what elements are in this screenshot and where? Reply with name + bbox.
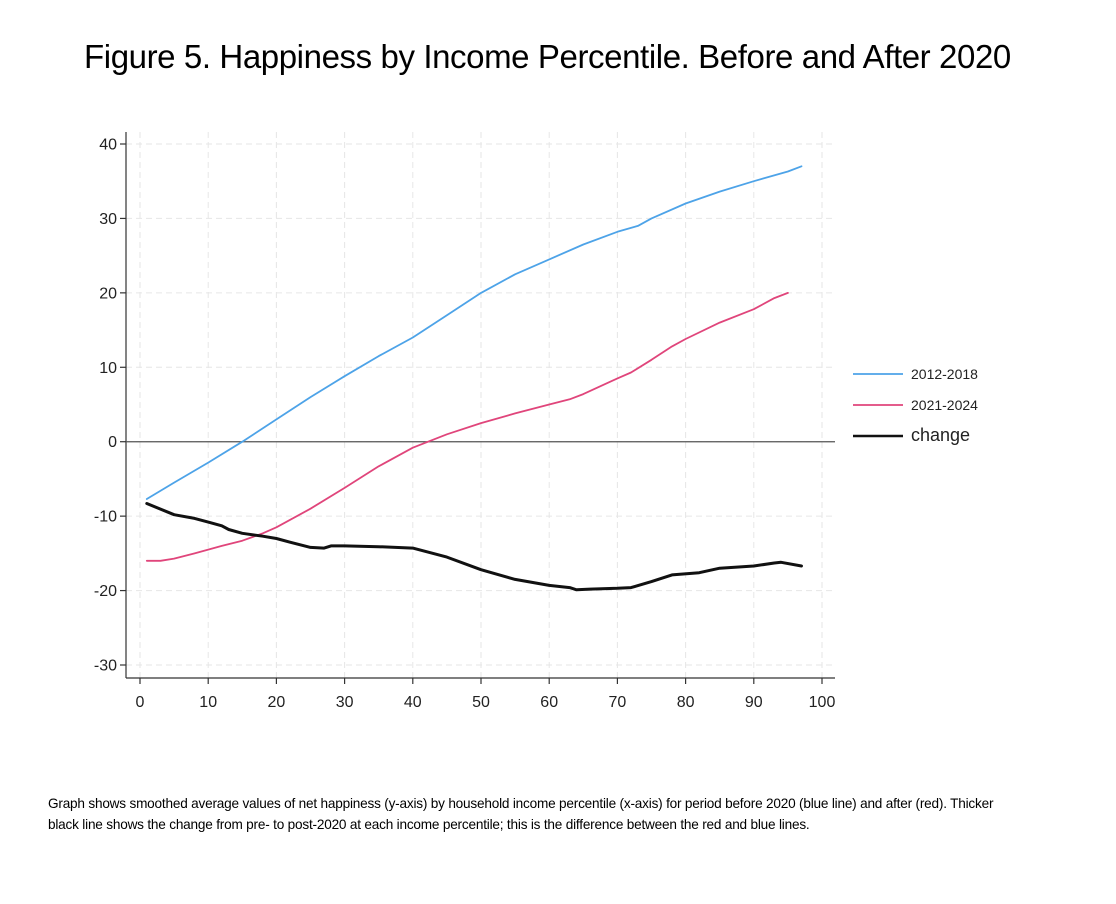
y-tick-label: 40 [99, 137, 117, 154]
series-line-change [145, 502, 803, 592]
x-tick-label: 10 [199, 694, 217, 711]
x-tick-label: 40 [404, 694, 422, 711]
y-tick-label: 10 [99, 360, 117, 377]
axes: -30 -20 -10 0 10 20 30 40 0 10 20 30 40 50 60 70 80 90 100 [94, 132, 836, 711]
grid [126, 132, 835, 678]
series-line-2012-2018 [145, 165, 803, 500]
x-tick-label: 20 [268, 694, 286, 711]
y-tick-label: 20 [99, 285, 117, 302]
series-line-2021-2024 [145, 291, 789, 562]
y-tick-label: -20 [94, 583, 117, 600]
legend-label-2021-2024: 2021-2024 [911, 397, 978, 413]
y-tick-label: 30 [99, 211, 117, 228]
x-tick-label: 50 [472, 694, 490, 711]
x-tick-label: 70 [609, 694, 627, 711]
x-tick-label: 30 [336, 694, 354, 711]
series-lines [145, 165, 803, 592]
x-tick-label: 90 [745, 694, 763, 711]
x-tick-label: 60 [540, 694, 558, 711]
x-tick-label: 0 [136, 694, 145, 711]
chart-title: Figure 5. Happiness by Income Percentile… [84, 38, 1011, 75]
x-tick-label: 80 [677, 694, 695, 711]
y-tick-label: -10 [94, 509, 117, 526]
legend-label-change: change [911, 425, 970, 445]
legend: 2012-2018 2021-2024 change [853, 366, 978, 445]
y-tick-label: -30 [94, 658, 117, 675]
x-tick-label: 100 [809, 694, 836, 711]
legend-label-2012-2018: 2012-2018 [911, 366, 978, 382]
caption-text: Graph shows smoothed average values of n… [48, 796, 994, 832]
y-tick-label: 0 [108, 434, 117, 451]
figure-caption: Graph shows smoothed average values of n… [48, 793, 1008, 835]
